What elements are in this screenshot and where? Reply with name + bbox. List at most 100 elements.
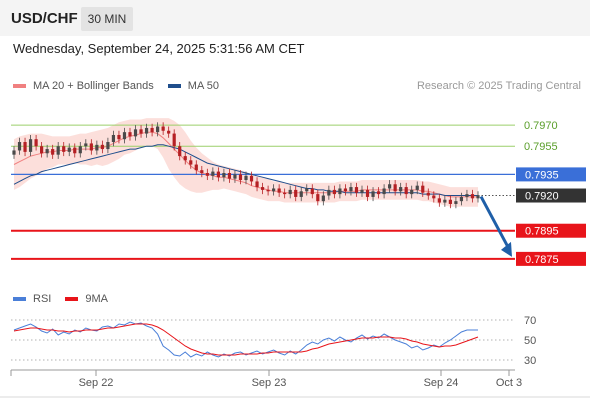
candle-body [410, 189, 414, 195]
candle-body [426, 192, 430, 196]
bollinger-band-area [14, 118, 478, 207]
candle-body [17, 142, 22, 151]
candle-body [360, 189, 364, 193]
candle-body [294, 189, 298, 197]
level-label: 0.7895 [525, 226, 559, 238]
candle-body [216, 171, 220, 178]
candle-body [28, 139, 33, 152]
level-label-box [516, 251, 586, 266]
candle-body [349, 187, 353, 192]
candle-body [106, 142, 110, 150]
candle-body [172, 133, 176, 147]
candle-body [78, 146, 82, 154]
candle-body [238, 174, 243, 181]
candle-body [178, 146, 182, 157]
candle-body [432, 195, 436, 199]
x-tick-label: Sep 24 [424, 377, 459, 389]
timeframe-button[interactable]: 30 MIN [81, 7, 133, 31]
candle-body [150, 127, 154, 133]
candle-body [117, 134, 121, 140]
level-label: 0.7970 [524, 120, 558, 132]
rsi-tick-label: 30 [524, 355, 536, 367]
projection-arrow-head-icon [501, 241, 512, 257]
level-label: 0.7875 [525, 254, 559, 266]
candle-body [393, 184, 397, 192]
ma50-legend-label: MA 50 [187, 80, 219, 92]
candle-body [45, 149, 49, 154]
candle-body [111, 134, 116, 143]
candle-body [12, 150, 16, 155]
candle-body [244, 175, 248, 181]
candle-body [51, 149, 55, 155]
candle-body [233, 174, 237, 179]
timestamp: Wednesday, September 24, 2025 5:31:56 AM… [13, 41, 305, 56]
candle-body [249, 175, 254, 182]
candle-body [376, 191, 381, 195]
candle-body [89, 143, 93, 151]
candle-body [167, 130, 171, 134]
level-label: 0.7935 [525, 169, 559, 181]
candle-body [288, 189, 292, 195]
ma50-swatch-icon [167, 84, 181, 88]
x-tick-label: Oct 3 [496, 377, 522, 389]
level-label: 0.7955 [524, 141, 558, 153]
candle-body [343, 188, 348, 192]
candle-body [371, 191, 375, 197]
candle-body [454, 201, 458, 204]
candle-body [277, 188, 281, 193]
candle-body [23, 142, 27, 152]
candle-body [133, 129, 138, 137]
candle-body [443, 199, 447, 203]
candle-body [95, 144, 99, 151]
price-legend: MA 20 + Bollinger Bands MA 50 [13, 80, 219, 92]
level-label-box [516, 167, 586, 182]
candle-body [183, 156, 187, 161]
candle-body [205, 172, 209, 176]
candle-body [144, 127, 149, 134]
candle-body [40, 146, 44, 154]
chart-header: USD/CHF 30 MIN [0, 0, 590, 36]
candle-body [382, 188, 386, 195]
candle-body [327, 189, 331, 196]
candle-body [404, 187, 408, 195]
candle-body [34, 139, 38, 147]
candle-body [222, 172, 226, 178]
candle-body [211, 171, 215, 176]
candle-body [189, 160, 193, 165]
candle-body [421, 185, 425, 193]
candle-body [272, 188, 276, 192]
rsi-swatch-icon [13, 297, 26, 301]
candle-body [437, 198, 441, 203]
candle-body [448, 199, 452, 204]
ma20-legend-label: MA 20 + Bollinger Bands [33, 80, 154, 92]
candle-body [255, 181, 259, 188]
currency-pair-title: USD/CHF [11, 10, 78, 27]
rsi-legend: RSI 9MA [13, 293, 108, 305]
candle-body [365, 189, 370, 197]
last-price-label: 0.7920 [525, 191, 559, 203]
candle-body [299, 191, 303, 197]
projection-arrow-shaft [479, 195, 511, 250]
candle-body [122, 132, 127, 140]
candle-body [354, 187, 359, 193]
x-tick-label: Sep 22 [79, 377, 114, 389]
candle-body [321, 195, 325, 202]
candle-body [305, 188, 309, 192]
ma20-swatch-icon [13, 84, 26, 88]
ma9-swatch-icon [65, 297, 79, 301]
ma9-legend-label: 9MA [85, 293, 108, 305]
research-credit: Research © 2025 Trading Central [416, 80, 581, 92]
x-tick-label: Sep 23 [252, 377, 287, 389]
candle-body [67, 147, 71, 152]
candle-body [316, 194, 320, 202]
candle-body [399, 187, 403, 192]
last-price-box [516, 188, 586, 203]
candle-body [227, 172, 232, 179]
candle-body [388, 184, 392, 189]
candle-body [470, 194, 475, 199]
candle-body [459, 196, 464, 202]
candle-body [332, 189, 336, 195]
rsi-tick-label: 70 [524, 315, 536, 327]
candle-body [338, 188, 342, 195]
